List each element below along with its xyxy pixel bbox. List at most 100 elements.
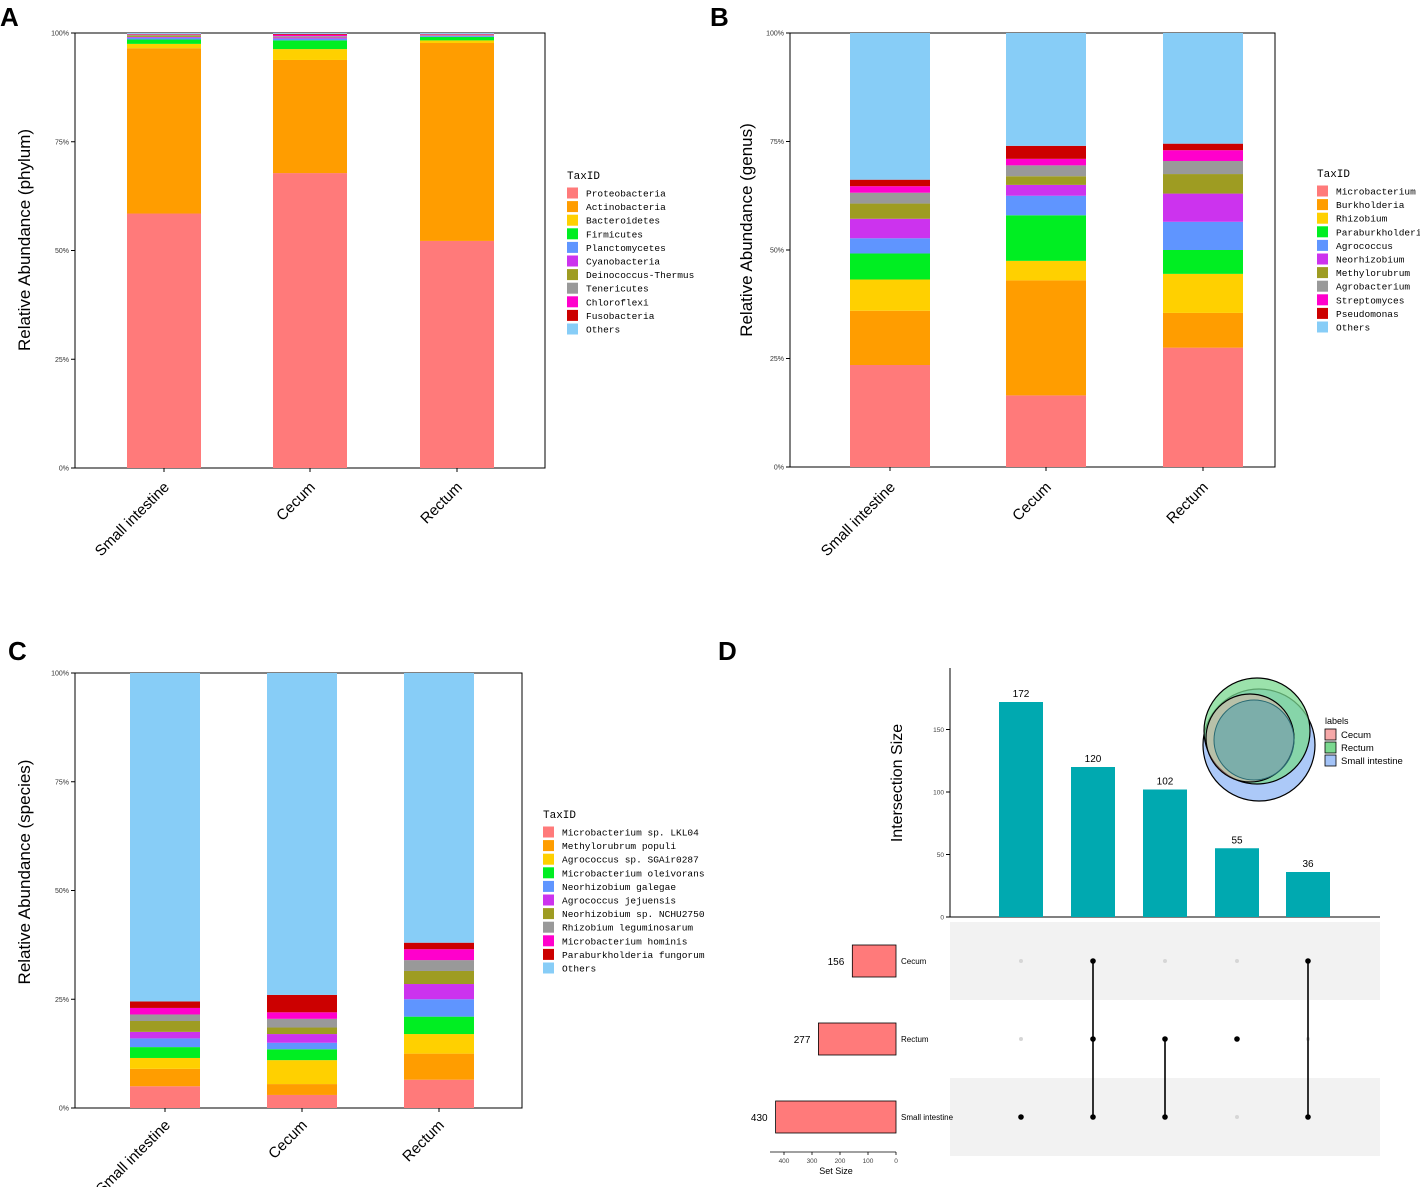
bar-segment-neorhizobium-sp-nchu2750 xyxy=(130,1021,200,1032)
bar-segment-paraburkholderia xyxy=(850,253,930,280)
legend-entry: Paraburkholderia fungorum xyxy=(562,950,705,961)
bar-segment-neorhizobium-galegae xyxy=(130,1038,200,1048)
bar-segment-neorhizobium-galegae xyxy=(404,999,474,1017)
x-category-label: Cecum xyxy=(273,479,319,525)
x-category-label: Small intestine xyxy=(92,479,173,560)
venn-legend-swatch xyxy=(1324,728,1337,741)
bar-segment-agrococcus-jejuensis xyxy=(130,1031,200,1039)
bar-segment-neorhizobium xyxy=(1006,184,1086,196)
panel-label-d: D xyxy=(718,636,737,666)
x-category-label: Rectum xyxy=(1163,479,1212,528)
bar-segment-neorhizobium-sp-nchu2750 xyxy=(267,1027,337,1035)
panel-label-c: C xyxy=(8,636,27,666)
matrix-dot-active xyxy=(1234,1036,1240,1042)
bar-segment-microbacterium-oleivorans xyxy=(404,1016,474,1035)
y-tick-label: 0% xyxy=(59,1106,69,1113)
bar-segment-burkholderia xyxy=(1006,280,1086,396)
bar-segment-others xyxy=(273,33,347,34)
set-size-xlabel: Set Size xyxy=(819,1166,853,1176)
legend-entry: Cyanobacteria xyxy=(586,257,660,268)
legend-entry: Deinococcus-Thermus xyxy=(586,270,694,281)
y-tick-label: 100% xyxy=(766,31,784,38)
bar-segment-agrococcus-jejuensis xyxy=(404,984,474,1000)
matrix-dot-inactive xyxy=(1163,959,1167,963)
bar-segment-paraburkholderia xyxy=(1163,250,1243,274)
legend-entry: Microbacterium oleivorans xyxy=(562,868,705,879)
venn-legend-swatch xyxy=(1324,741,1337,754)
set-size-label: 430 xyxy=(751,1113,768,1124)
legend-entry: Methylorubrum populi xyxy=(562,841,676,852)
legend-entry: Firmicutes xyxy=(586,229,643,240)
legend-title: TaxID xyxy=(543,810,576,822)
bar-segment-microbacterium xyxy=(1163,347,1243,467)
legend-swatch xyxy=(567,309,578,321)
bar-segment-agrobacterium xyxy=(1163,161,1243,175)
legend-entry: Tenericutes xyxy=(586,284,649,295)
venn-legend-swatch xyxy=(1324,754,1337,767)
legend-entry: Fusobacteria xyxy=(586,311,655,322)
bar-segment-rhizobium xyxy=(850,279,930,311)
bar-segment-methylorubrum xyxy=(1163,174,1243,194)
legend-swatch xyxy=(567,228,578,240)
panel-a-phylum-chart: 0% 25% 50% 75% 100% Relative Abundance (phylu… xyxy=(15,31,694,560)
legend-entry: Microbacterium hominis xyxy=(562,936,687,947)
legend-swatch xyxy=(1317,307,1328,319)
bar-segment-others xyxy=(850,33,930,180)
legend-swatch xyxy=(567,323,578,335)
legend-entry: Methylorubrum xyxy=(1336,268,1410,279)
bar-segment-others xyxy=(130,673,200,1002)
bar-segment-others xyxy=(1006,33,1086,146)
x-category-label: Small intestine xyxy=(818,479,899,560)
legend-entry: Actinobacteria xyxy=(586,202,666,213)
bar-segment-firmicutes xyxy=(127,39,201,44)
y-tick-label: 25% xyxy=(55,997,69,1004)
legend-entry: Agrobacterium xyxy=(1336,282,1410,293)
intersection-bar xyxy=(1143,789,1187,917)
bar-segment-actinobacteria xyxy=(127,48,201,214)
legend-entry: Streptomyces xyxy=(1336,295,1404,306)
legend-swatch xyxy=(543,908,554,920)
intersection-value-label: 120 xyxy=(1085,754,1102,765)
legend-swatch xyxy=(1317,267,1328,279)
legend-swatch xyxy=(567,187,578,199)
bar-segment-paraburkholderia-fungorum xyxy=(404,942,474,950)
legend-swatch xyxy=(1317,294,1328,306)
legend-entry: Pseudomonas xyxy=(1336,309,1399,320)
bar-segment-neorhizobium-galegae xyxy=(267,1042,337,1050)
legend-entry: Neorhizobium galegae xyxy=(562,882,676,893)
bar-segment-planctomycetes xyxy=(420,36,494,37)
matrix-dot-inactive xyxy=(1235,1115,1239,1119)
set-size-bar xyxy=(775,1100,897,1134)
intersection-value-label: 102 xyxy=(1157,777,1174,788)
set-size-tick-label: 300 xyxy=(807,1158,818,1165)
legend-swatch xyxy=(543,853,554,865)
bar-segment-microbacterium-oleivorans xyxy=(130,1047,200,1058)
bar-segment-paraburkholderia-fungorum xyxy=(130,1001,200,1008)
venn-overlap-region xyxy=(1213,699,1295,781)
set-size-tick-label: 200 xyxy=(835,1158,846,1165)
legend-entry: Proteobacteria xyxy=(586,189,666,200)
legend-swatch xyxy=(543,826,554,838)
bar-segment-agrococcus-sp-sgair0287 xyxy=(404,1034,474,1054)
y-tick-label: 50% xyxy=(55,248,69,255)
bar-segment-agrococcus xyxy=(1006,195,1086,216)
bar-segment-tenericutes xyxy=(127,34,201,36)
legend-entry: Agrococcus xyxy=(1336,241,1393,252)
panel-c-species-chart: 0% 25% 50% 75% 100% Relative Abundance (speci… xyxy=(15,671,705,1187)
bar-segment-proteobacteria xyxy=(273,173,347,468)
legend-entry: Paraburkholderia xyxy=(1336,227,1420,238)
y-tick-label: 0% xyxy=(59,466,69,473)
bar-segment-rhizobium xyxy=(1163,273,1243,313)
bar-segment-actinobacteria xyxy=(273,59,347,174)
bar-segment-paraburkholderia xyxy=(1006,215,1086,261)
legend-swatch xyxy=(567,214,578,226)
set-size-label: 156 xyxy=(828,957,845,968)
venn-legend-entry: Small intestine xyxy=(1341,756,1403,767)
bar-segment-paraburkholderia-fungorum xyxy=(267,994,337,1013)
legend-swatch xyxy=(1317,280,1328,292)
legend-swatch xyxy=(543,840,554,852)
y-tick-label: 150 xyxy=(933,727,944,734)
bar-segment-microbacterium xyxy=(1006,395,1086,467)
legend-swatch xyxy=(1317,199,1328,211)
legend-entry: Others xyxy=(586,325,620,336)
